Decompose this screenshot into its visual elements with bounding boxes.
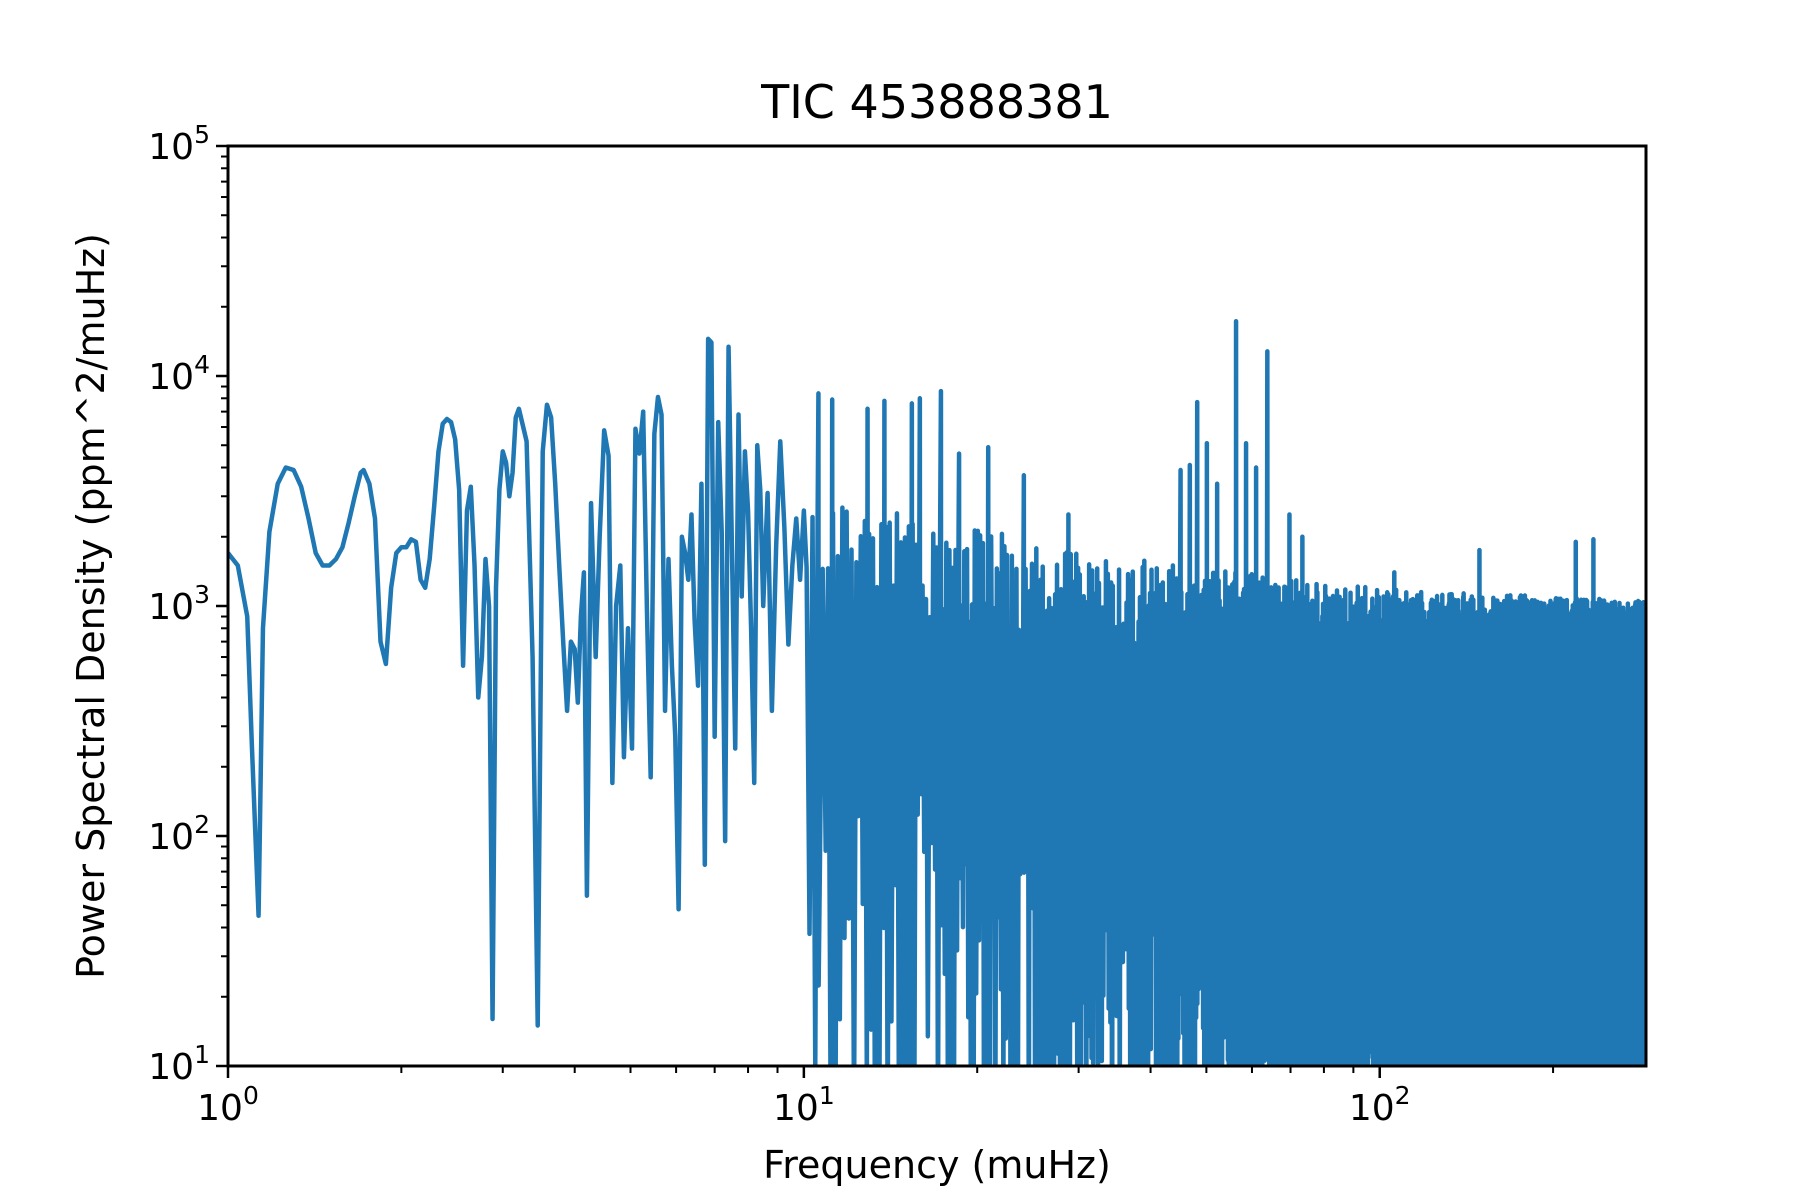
x-axis-label: Frequency (muHz) xyxy=(763,1143,1111,1187)
y-tick-label: 102 xyxy=(148,810,210,858)
y-axis: 101 102 103 104 105 xyxy=(148,120,228,1088)
y-tick-label: 105 xyxy=(148,120,210,168)
x-tick-label: 102 xyxy=(1349,1081,1411,1129)
y-tick-label: 103 xyxy=(148,580,210,628)
x-axis: 100 101 102 xyxy=(197,1066,1555,1129)
x-tick-label: 101 xyxy=(773,1081,835,1129)
y-axis-label: Power Spectral Density (ppm^2/muHz) xyxy=(69,233,113,979)
series-line xyxy=(228,319,1646,1066)
series-group xyxy=(228,319,1646,1066)
y-tick-label: 104 xyxy=(148,350,210,398)
y-tick-label: 101 xyxy=(148,1040,210,1088)
x-tick-label: 100 xyxy=(197,1081,259,1129)
plot-area xyxy=(228,319,1646,1066)
chart-title: TIC 453888381 xyxy=(760,75,1113,129)
